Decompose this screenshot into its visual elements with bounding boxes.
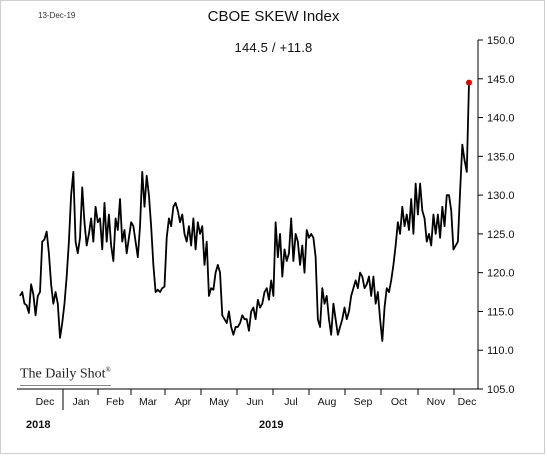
x-tick-label: Apr bbox=[175, 396, 192, 408]
axes bbox=[17, 40, 479, 390]
y-tick-label: 125.0 bbox=[487, 229, 515, 241]
y-tick-label: 150.0 bbox=[487, 35, 515, 47]
x-tick-label: Nov bbox=[427, 396, 446, 408]
x-tick-label: Jul bbox=[284, 396, 297, 408]
y-tick-label: 115.0 bbox=[487, 306, 514, 318]
brand-logo-text: The Daily Shot bbox=[20, 366, 106, 382]
x-tick-label: Dec bbox=[458, 396, 477, 408]
y-tick-label: 145.0 bbox=[487, 74, 515, 86]
year-label-2018: 2018 bbox=[26, 419, 51, 431]
series-group bbox=[19, 79, 472, 342]
series-line bbox=[19, 82, 470, 342]
x-tick-label: Feb bbox=[106, 396, 124, 408]
x-axis-ticks: Dec Jan Feb Mar Apr May Jun Jul Aug Sep Oct Nov Dec bbox=[36, 389, 477, 410]
y-axis-ticks: 150.0 145.0 140.0 135.0 130.0 125.0 120.0 115.0… bbox=[478, 35, 515, 396]
x-tick-label: May bbox=[209, 396, 230, 408]
y-tick-label: 130.0 bbox=[487, 190, 515, 202]
y-tick-label: 120.0 bbox=[487, 268, 515, 280]
x-tick-label: Mar bbox=[139, 396, 158, 408]
y-tick-label: 105.0 bbox=[487, 384, 515, 396]
brand-logo: The Daily Shot® bbox=[20, 366, 111, 386]
y-tick-label: 110.0 bbox=[487, 345, 514, 357]
x-tick-label: Sep bbox=[354, 396, 373, 408]
y-tick-label: 135.0 bbox=[487, 151, 515, 163]
x-tick-label: Aug bbox=[318, 396, 337, 408]
last-point-marker bbox=[466, 79, 472, 86]
year-label-2019: 2019 bbox=[259, 419, 284, 431]
chart-title: CBOE SKEW Index bbox=[207, 8, 340, 25]
x-tick-label: Oct bbox=[391, 396, 407, 408]
y-tick-label: 140.0 bbox=[487, 113, 515, 125]
x-tick-label: Jan bbox=[73, 396, 90, 408]
date-stamp: 13-Dec-19 bbox=[38, 11, 76, 20]
x-tick-label: Dec bbox=[36, 396, 55, 408]
x-tick-label: Jun bbox=[247, 396, 264, 408]
chart-subtitle: 144.5 / +11.8 bbox=[234, 40, 313, 55]
